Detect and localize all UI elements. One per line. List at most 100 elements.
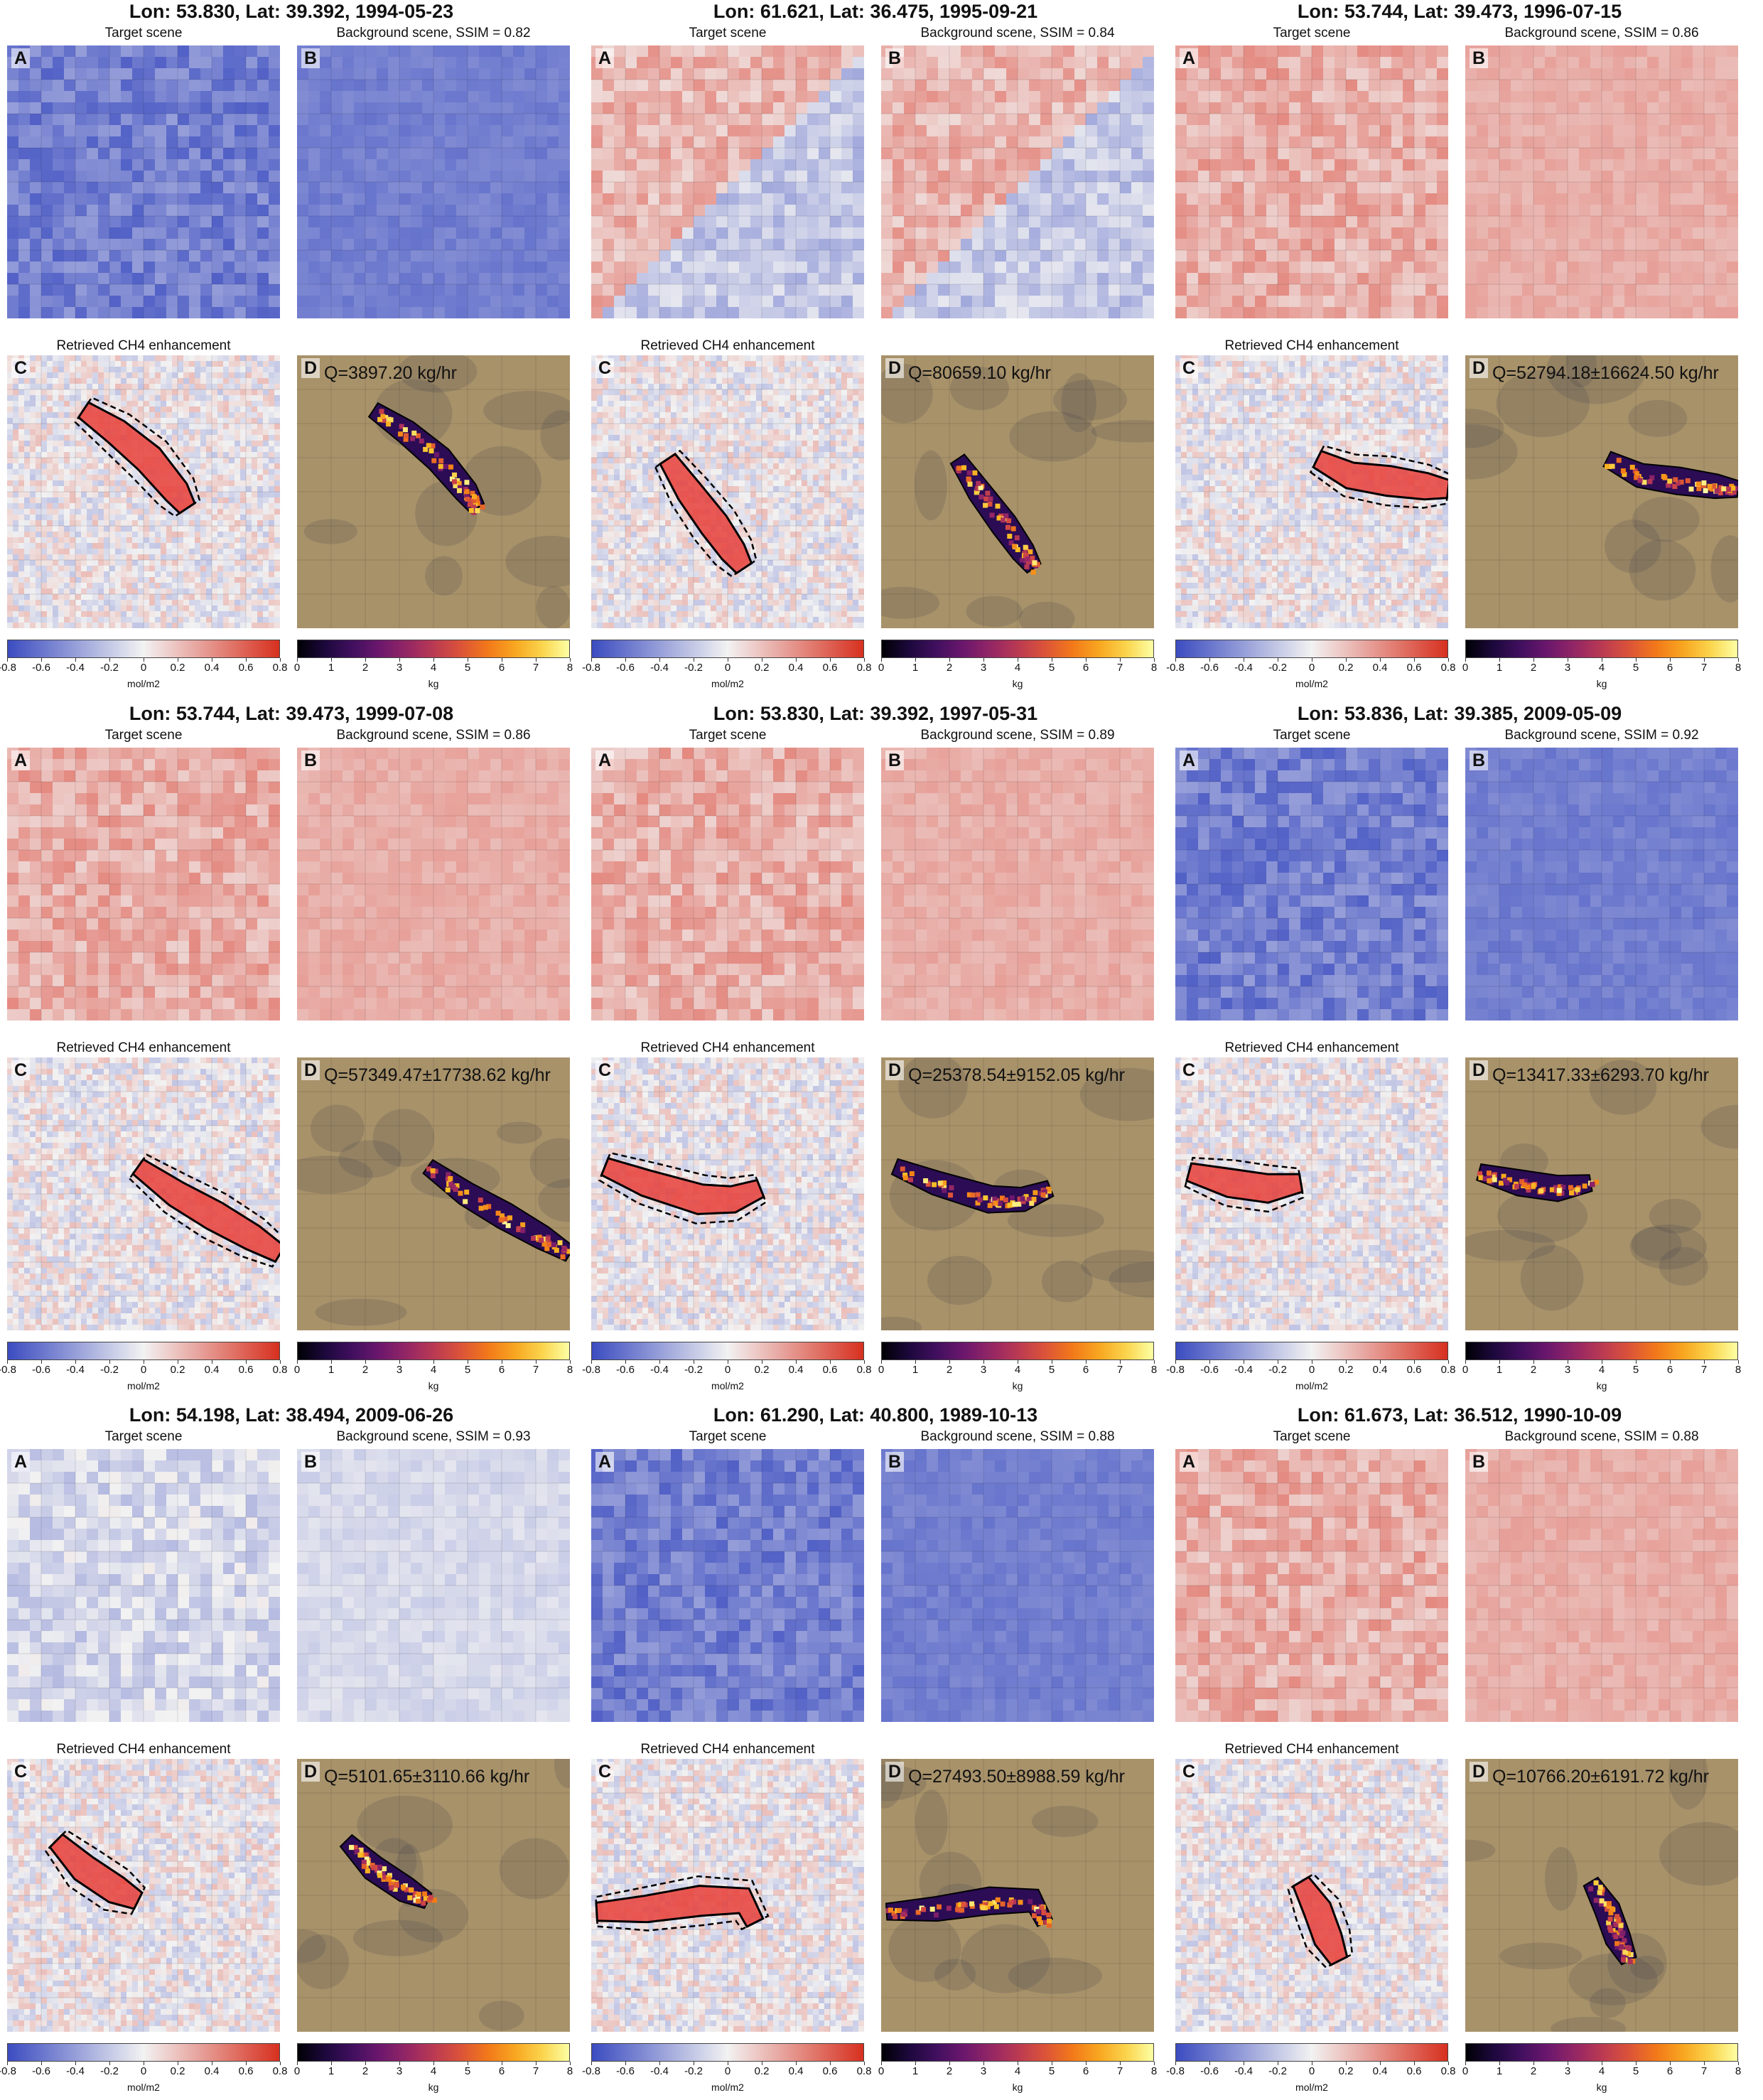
colorbar-tick-label: 8 [567,1364,573,1376]
colorbar-tick-label: -0.8 [582,1364,600,1376]
colorbar-tick-label: -0.6 [32,1364,50,1376]
panel-letter: A [595,48,614,68]
panel-letter: D [885,358,904,378]
colorbar-tick-label: 0 [1309,2066,1315,2077]
colorbar-tick-label: 0 [294,2066,300,2077]
colorbar-tick-label: -0.8 [582,662,600,674]
colorbar-tick-label: 0.8 [273,2066,288,2077]
panel-letter: B [885,48,904,68]
colorbar-tick-label: 6 [1667,1364,1673,1376]
colorbar-tick-label: 2 [362,662,368,674]
colorbar-tick-label: 2 [362,2066,368,2077]
panel-letter: D [1470,1060,1488,1080]
colorbar-tick-label: 5 [1633,1364,1639,1376]
colorbar-tick-label: 0 [1309,1364,1315,1376]
colorbar-tick-label: -0.6 [616,2066,635,2077]
panel-background-scene: B [881,748,1154,1021]
panel-target-scene: A [591,45,864,318]
colorbar-tick-label: -0.8 [582,2066,600,2077]
emission-rate-label: Q=10766.20±6191.72 kg/hr [1492,1766,1709,1787]
colorbar-tick-label: 4 [1599,2066,1605,2077]
colorbar-tick-label: -0.4 [650,662,669,674]
block-title: Lon: 53.744, Lat: 39.473, 1999-07-08 [7,702,576,725]
colorbar-mol [7,640,280,658]
colorbar-tick-label: 0 [725,662,730,674]
colorbar-tick-label: 0.2 [171,1364,185,1376]
retrieved-enhancement-title: Retrieved CH4 enhancement [1175,338,1448,354]
colorbar-tick-label: 8 [567,662,573,674]
colorbar-tick-label: -0.2 [684,2066,703,2077]
colorbar-tick-label: 0.6 [239,662,254,674]
colorbar-tick-label: 8 [1151,662,1157,674]
colorbar-tick-label: 2 [947,2066,952,2077]
colorbar-tick-label: -0.4 [1234,1364,1253,1376]
colorbar-tick-label: -0.6 [1200,2066,1219,2077]
panel-background-scene: B [1465,45,1738,318]
colorbar-tick-label: -0.8 [0,662,16,674]
colorbar-unit: kg [1465,2082,1738,2093]
colorbar-unit: mol/m2 [591,2082,864,2093]
panel-letter: B [1470,750,1488,770]
colorbar-tick-label: -0.2 [100,662,119,674]
colorbar-tick-label: 4 [1015,1364,1020,1376]
panel-target-scene: A [591,748,864,1021]
emission-rate-label: Q=25378.54±9152.05 kg/hr [908,1065,1125,1086]
target-scene-title: Target scene [7,1429,280,1445]
panel-letter: C [1180,1060,1198,1080]
colorbar-tick-label: 6 [1667,2066,1673,2077]
colorbar-tick-label: 1 [912,2066,918,2077]
target-scene-title: Target scene [7,728,280,743]
panel-background-scene: B [297,748,570,1021]
background-scene-title: Background scene, SSIM = 0.92 [1465,728,1738,743]
colorbar-kg [1465,1342,1738,1360]
colorbar-unit: mol/m2 [7,678,280,689]
colorbar-tick-label: 7 [1701,1364,1707,1376]
colorbar-unit: mol/m2 [1175,678,1448,689]
panel-target-scene: A [1175,45,1448,318]
colorbar-tick-label: 0 [878,1364,884,1376]
colorbar-tick-label: 1 [328,1364,334,1376]
panel-retrieved-enhancement: C [7,1759,280,2032]
background-scene-title: Background scene, SSIM = 0.82 [297,26,570,41]
block-title: Lon: 61.621, Lat: 36.475, 1995-09-21 [591,0,1160,23]
block-title: Lon: 61.673, Lat: 36.512, 1990-10-09 [1175,1404,1744,1426]
colorbar-tick-label: -0.6 [1200,1364,1219,1376]
colorbar-tick-label: 4 [1015,2066,1020,2077]
colorbar-unit: kg [297,678,570,689]
colorbar-tick-label: 2 [947,1364,952,1376]
colorbar-tick-label: 0.6 [1407,2066,1422,2077]
colorbar-tick-label: 1 [1497,2066,1502,2077]
colorbar-tick-label: 7 [1701,2066,1707,2077]
colorbar-kg [297,1342,570,1360]
colorbar-tick-label: 0.2 [755,2066,770,2077]
background-scene-title: Background scene, SSIM = 0.88 [1465,1429,1738,1445]
colorbar-tick-label: -0.4 [66,662,85,674]
colorbar-tick-label: 4 [1599,662,1605,674]
panel-retrieved-enhancement: C [591,1057,864,1330]
retrieved-enhancement-title: Retrieved CH4 enhancement [7,338,280,354]
colorbar-tick-label: 0 [141,2066,146,2077]
panel-retrieved-enhancement: C [591,1759,864,2032]
colorbar-tick-label: -0.4 [1234,2066,1253,2077]
emission-rate-label: Q=80659.10 kg/hr [908,362,1051,384]
colorbar-tick-label: 6 [1667,662,1673,674]
colorbar-mol [591,2043,864,2062]
colorbar-tick-label: 0 [1462,1364,1468,1376]
colorbar-tick-label: 0.6 [823,662,838,674]
target-scene-title: Target scene [1175,1429,1448,1445]
colorbar-tick-label: 0.8 [1441,662,1456,674]
retrieved-enhancement-title: Retrieved CH4 enhancement [1175,1040,1448,1056]
colorbar-unit: kg [297,1380,570,1391]
colorbar-tick-label: 0.4 [1373,2066,1388,2077]
panel-target-scene: A [1175,1449,1448,1722]
colorbar-tick-label: 6 [499,1364,505,1376]
colorbar-tick-label: 8 [1151,1364,1157,1376]
colorbar-tick-label: 7 [1117,2066,1123,2077]
